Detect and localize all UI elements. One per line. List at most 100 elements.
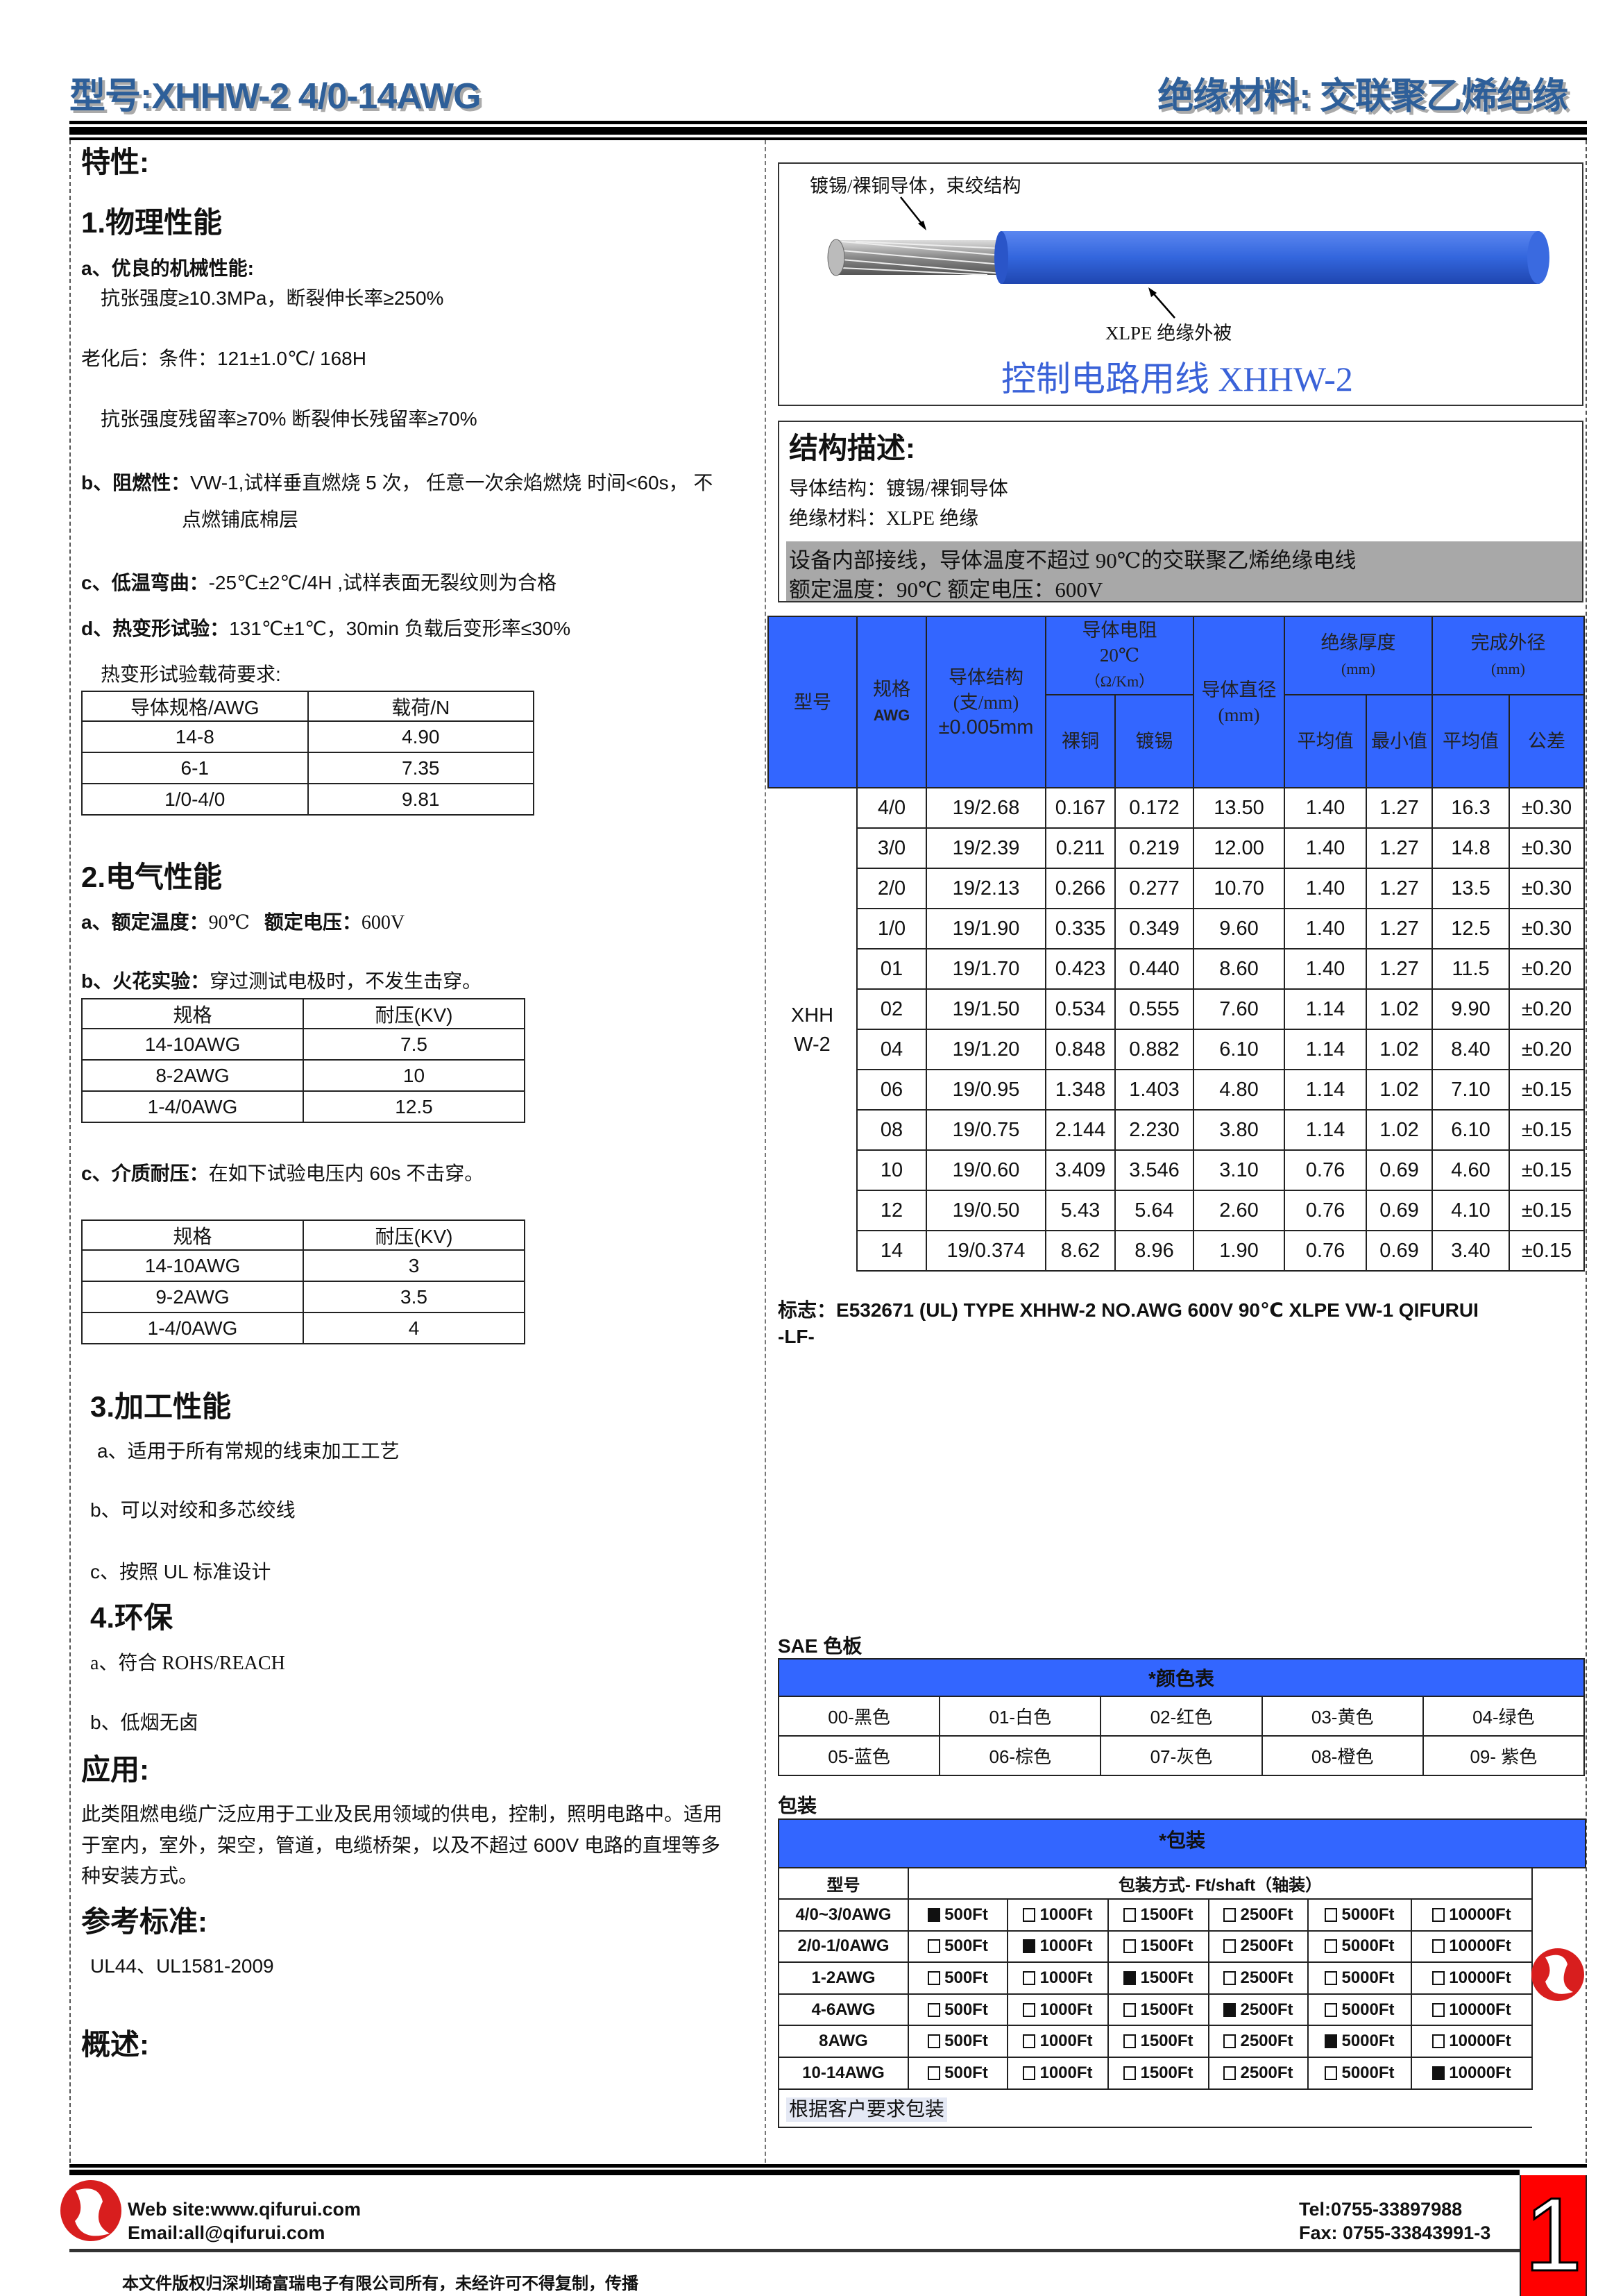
unchecked-box-icon[interactable] <box>1123 1907 1137 1922</box>
dielectric-text: c、介质耐压：在如下试验电压内 60s 不击穿。 <box>81 1162 484 1185</box>
unchecked-box-icon[interactable] <box>1123 2002 1137 2017</box>
packing-option[interactable]: 5000Ft <box>1307 1961 1412 1995</box>
header-rule-thin <box>69 137 1587 140</box>
packing-option-label: 2500Ft <box>1240 1968 1293 1987</box>
unchecked-box-icon[interactable] <box>928 2034 941 2049</box>
packing-option[interactable]: 1500Ft <box>1107 2025 1209 2058</box>
checked-box-icon[interactable] <box>1023 1939 1036 1954</box>
packing-option[interactable]: 1500Ft <box>1107 1993 1209 2027</box>
packing-option[interactable]: 1000Ft <box>1007 1961 1109 1995</box>
packing-option-label: 500Ft <box>944 1905 988 1924</box>
unchecked-box-icon[interactable] <box>1432 2002 1445 2017</box>
checked-box-icon[interactable] <box>1123 1970 1137 1985</box>
email[interactable]: Email:all@qifurui.com <box>128 2222 325 2243</box>
features-heading: 特性: <box>81 146 149 178</box>
packing-option[interactable]: 1000Ft <box>1007 2056 1109 2090</box>
packing-option[interactable]: 5000Ft <box>1307 1930 1412 1964</box>
unchecked-box-icon[interactable] <box>1432 1907 1445 1922</box>
unchecked-box-icon[interactable] <box>1325 1939 1338 1954</box>
material-title: 绝缘材料: 交联聚乙烯绝缘 <box>1157 76 1568 117</box>
unchecked-box-icon[interactable] <box>1325 1970 1338 1985</box>
packing-option[interactable]: 1000Ft <box>1007 1930 1109 1964</box>
packing-row: 1-2AWG 500Ft 1000Ft 1500Ft 2500Ft 5000Ft 10000… <box>778 1961 1586 1995</box>
unchecked-box-icon[interactable] <box>928 1970 941 1985</box>
packing-option[interactable]: 1000Ft <box>1007 1898 1109 1932</box>
packing-option[interactable]: 2500Ft <box>1208 1961 1309 1995</box>
spec-cell: ±0.30 <box>1509 908 1585 949</box>
packing-option[interactable]: 2500Ft <box>1208 2025 1309 2058</box>
table-row: 1-4/0AWG 4 <box>81 1312 525 1344</box>
packing-option[interactable]: 500Ft <box>908 1993 1008 2027</box>
unchecked-box-icon[interactable] <box>1432 1939 1445 1954</box>
packing-option[interactable]: 2500Ft <box>1208 1898 1309 1932</box>
unchecked-box-icon[interactable] <box>1023 2066 1036 2080</box>
unchecked-box-icon[interactable] <box>1023 2002 1036 2017</box>
packing-option-label: 10000Ft <box>1449 1905 1511 1924</box>
unchecked-box-icon[interactable] <box>1325 2066 1338 2080</box>
unchecked-box-icon[interactable] <box>1023 1970 1036 1985</box>
packing-option[interactable]: 1500Ft <box>1107 1898 1209 1932</box>
packing-option[interactable]: 1500Ft <box>1107 1961 1209 1995</box>
packing-option[interactable]: 1500Ft <box>1107 2056 1209 2090</box>
packing-option[interactable]: 10000Ft <box>1411 1993 1533 2027</box>
packing-option[interactable]: 1500Ft <box>1107 1930 1209 1964</box>
footer-rule-bottom <box>69 2249 1520 2252</box>
packing-option[interactable]: 2500Ft <box>1208 1930 1309 1964</box>
unchecked-box-icon[interactable] <box>928 2002 941 2017</box>
cable-illustration <box>827 196 1549 319</box>
packing-option[interactable]: 5000Ft <box>1307 1898 1412 1932</box>
figure-caption: 控制电路用线 XHHW-2 <box>1001 360 1353 398</box>
unchecked-box-icon[interactable] <box>1023 2034 1036 2049</box>
checked-box-icon[interactable] <box>1325 2034 1338 2049</box>
website[interactable]: Web site:www.qifurui.com <box>128 2199 362 2220</box>
unchecked-box-icon[interactable] <box>1123 1939 1137 1954</box>
rating-text: a、额定温度：90℃ 额定电压：600V <box>81 911 405 935</box>
unchecked-box-icon[interactable] <box>1223 1939 1237 1954</box>
unchecked-box-icon[interactable] <box>928 2066 941 2080</box>
packing-option[interactable]: 10000Ft <box>1411 2056 1533 2090</box>
packing-option[interactable]: 500Ft <box>908 1961 1008 1995</box>
packing-option[interactable]: 5000Ft <box>1307 1993 1412 2027</box>
unchecked-box-icon[interactable] <box>1123 2066 1137 2080</box>
spec-cell: 8.40 <box>1431 1029 1510 1070</box>
packing-option[interactable]: 500Ft <box>908 2025 1008 2058</box>
checked-box-icon[interactable] <box>928 1907 941 1922</box>
packing-option[interactable]: 10000Ft <box>1411 1961 1533 1995</box>
packing-option[interactable]: 5000Ft <box>1307 2025 1412 2058</box>
marking-value: E532671 (UL) TYPE XHHW-2 NO.AWG 600V 90℃… <box>836 1299 1479 1321</box>
checked-box-icon[interactable] <box>1432 2066 1445 2080</box>
environment-heading: 4.环保 <box>90 1601 173 1634</box>
unchecked-box-icon[interactable] <box>1223 2034 1237 2049</box>
packing-option[interactable]: 10000Ft <box>1411 2025 1533 2058</box>
spec-cell: ±0.15 <box>1509 1149 1585 1191</box>
packing-option[interactable]: 10000Ft <box>1411 1930 1533 1964</box>
unchecked-box-icon[interactable] <box>928 1939 941 1954</box>
unchecked-box-icon[interactable] <box>1123 2034 1137 2049</box>
packing-option-label: 500Ft <box>944 2063 988 2082</box>
unchecked-box-icon[interactable] <box>1023 1907 1036 1922</box>
packing-option[interactable]: 5000Ft <box>1307 2056 1412 2090</box>
spec-cell: 1.90 <box>1193 1230 1285 1272</box>
unchecked-box-icon[interactable] <box>1432 1970 1445 1985</box>
unchecked-box-icon[interactable] <box>1223 2066 1237 2080</box>
spec-cell: 14.8 <box>1431 827 1510 869</box>
spec-cell: 3.80 <box>1193 1109 1285 1151</box>
packing-option[interactable]: 2500Ft <box>1208 2056 1309 2090</box>
packing-option[interactable]: 500Ft <box>908 2056 1008 2090</box>
checked-box-icon[interactable] <box>1223 2002 1237 2017</box>
packing-option[interactable]: 500Ft <box>908 1898 1008 1932</box>
unchecked-box-icon[interactable] <box>1223 1970 1237 1985</box>
unchecked-box-icon[interactable] <box>1432 2034 1445 2049</box>
spec-cell: 3.409 <box>1045 1149 1116 1191</box>
unchecked-box-icon[interactable] <box>1325 2002 1338 2017</box>
packing-option[interactable]: 1000Ft <box>1007 2025 1109 2058</box>
unchecked-box-icon[interactable] <box>1223 1907 1237 1922</box>
packing-option[interactable]: 500Ft <box>908 1930 1008 1964</box>
color-cell: 02-红色 <box>1100 1696 1263 1737</box>
packing-option[interactable]: 10000Ft <box>1411 1898 1533 1932</box>
unchecked-box-icon[interactable] <box>1325 1907 1338 1922</box>
packing-option[interactable]: 2500Ft <box>1208 1993 1309 2027</box>
structure-material: 绝缘材料：XLPE 绝缘 <box>789 508 979 530</box>
aging-text: 老化后：条件：121±1.0℃/ 168H <box>81 348 366 369</box>
packing-option[interactable]: 1000Ft <box>1007 1993 1109 2027</box>
